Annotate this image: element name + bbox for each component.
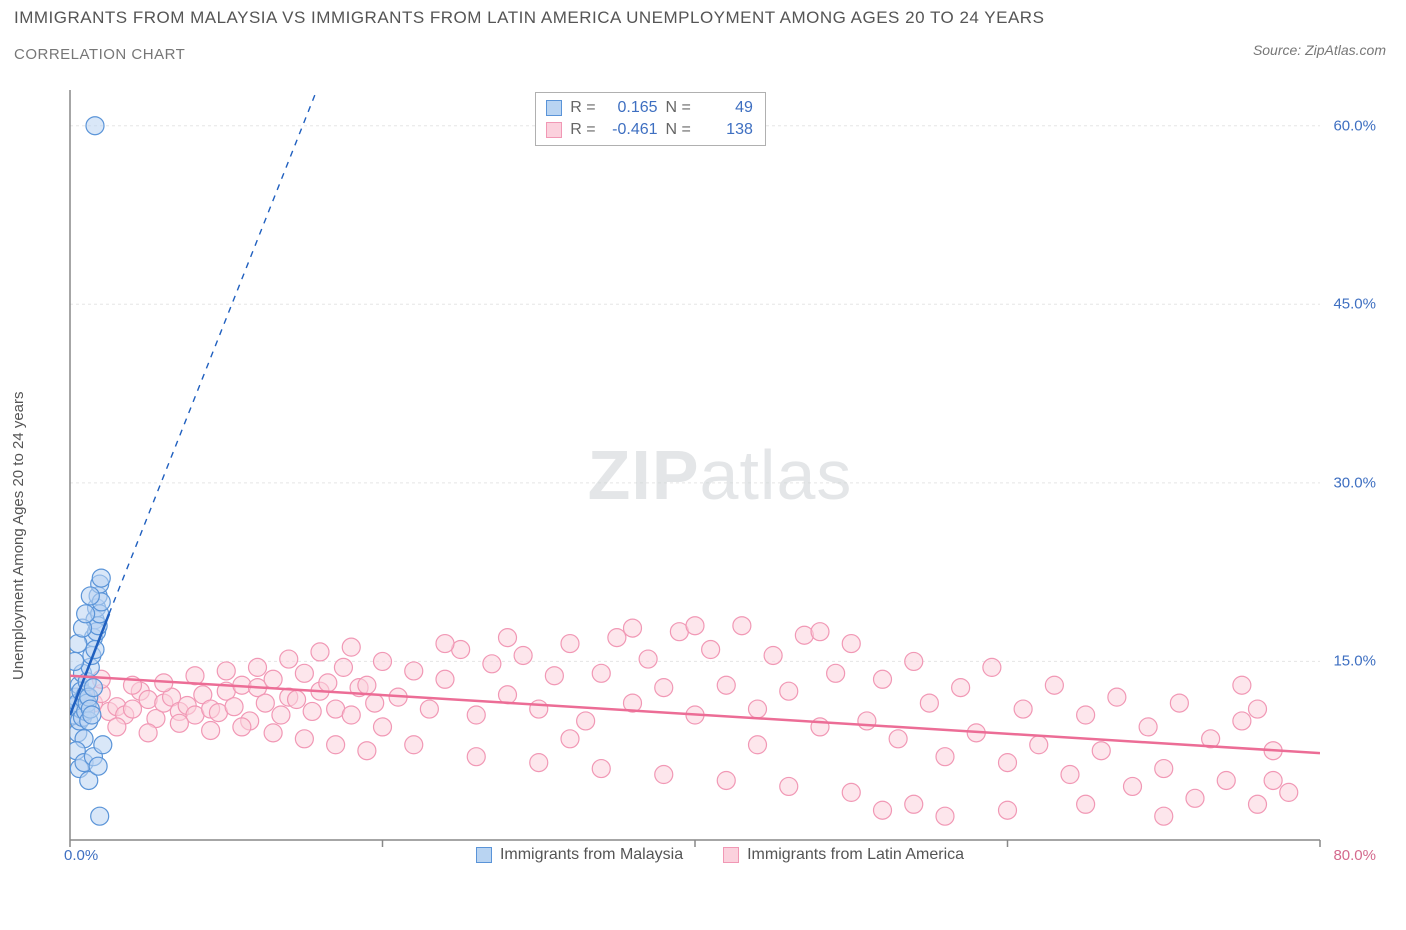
stats-n-value: 138 bbox=[699, 119, 753, 141]
stats-row: R = 0.165 N = 49 bbox=[546, 97, 753, 119]
stats-r-value: -0.461 bbox=[604, 119, 658, 141]
legend-label-a: Immigrants from Malaysia bbox=[500, 846, 683, 864]
stats-n-label: N = bbox=[666, 119, 691, 141]
stats-swatch-a bbox=[546, 100, 562, 116]
source-attribution: Source: ZipAtlas.com bbox=[1253, 42, 1386, 58]
legend-item-series-b: Immigrants from Latin America bbox=[723, 846, 964, 864]
chart-subtitle: CORRELATION CHART bbox=[14, 46, 1206, 63]
legend-label-b: Immigrants from Latin America bbox=[747, 846, 964, 864]
y-axis-label: Unemployment Among Ages 20 to 24 years bbox=[10, 391, 27, 680]
stats-swatch-b bbox=[546, 122, 562, 138]
legend-item-series-a: Immigrants from Malaysia bbox=[476, 846, 683, 864]
chart-area: ZIPatlas 15.0%30.0%45.0%60.0% 0.0% 80.0%… bbox=[60, 80, 1380, 870]
x-axis-legend: Immigrants from Malaysia Immigrants from… bbox=[60, 846, 1380, 864]
scatter-plot-svg bbox=[60, 80, 1380, 870]
y-tick-label: 15.0% bbox=[1333, 653, 1376, 670]
correlation-stats-box: R = 0.165 N = 49 R = -0.461 N = 138 bbox=[535, 92, 766, 146]
y-tick-label: 60.0% bbox=[1333, 117, 1376, 134]
y-tick-label: 45.0% bbox=[1333, 296, 1376, 313]
stats-r-label: R = bbox=[570, 97, 595, 119]
stats-n-label: N = bbox=[666, 97, 691, 119]
y-tick-label: 30.0% bbox=[1333, 474, 1376, 491]
stats-r-value: 0.165 bbox=[604, 97, 658, 119]
stats-n-value: 49 bbox=[699, 97, 753, 119]
stats-row: R = -0.461 N = 138 bbox=[546, 119, 753, 141]
legend-swatch-b bbox=[723, 847, 739, 863]
chart-title: IMMIGRANTS FROM MALAYSIA VS IMMIGRANTS F… bbox=[14, 8, 1206, 28]
legend-swatch-a bbox=[476, 847, 492, 863]
stats-r-label: R = bbox=[570, 119, 595, 141]
